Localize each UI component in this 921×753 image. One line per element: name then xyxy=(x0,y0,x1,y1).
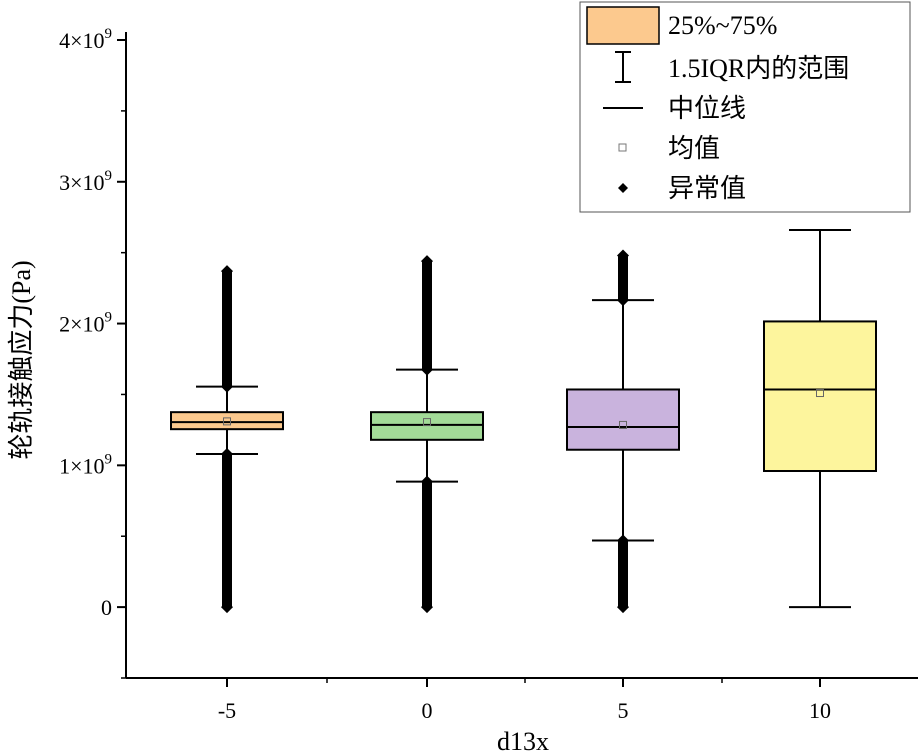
y-axis-title: 轮轨接触应力(Pa) xyxy=(7,260,36,459)
legend-label-iqr-box: 25%~75% xyxy=(668,11,777,40)
legend-mean-symbol xyxy=(618,143,627,152)
legend-label-mean: 均值 xyxy=(668,134,720,163)
iqr-box-10 xyxy=(763,320,877,473)
outlier-end-high-top-5 xyxy=(617,249,629,262)
mean-marker--5 xyxy=(223,417,231,426)
mean-marker-10 xyxy=(816,389,824,398)
x-tick-label-3: 10 xyxy=(809,698,831,723)
y-tick-label-3: 3×109 xyxy=(59,168,112,195)
outlier-end-high-top-0 xyxy=(421,255,433,268)
x-tick-label-1: 0 xyxy=(422,698,433,723)
x-tick-label-2: 5 xyxy=(618,698,629,723)
boxes-layer xyxy=(170,228,877,614)
y-tick-label-1: 1×109 xyxy=(59,451,112,478)
box-group--5 xyxy=(170,265,284,614)
legend-label-whisker: 1.5IQR内的范围 xyxy=(668,54,849,83)
y-tick-label-0: 0 xyxy=(101,595,112,620)
legend-swatch-box xyxy=(586,6,660,45)
mean-marker-0 xyxy=(423,418,431,427)
legend: 25%~75% 1.5IQR内的范围 中位线 均值 异常值 xyxy=(579,1,911,213)
axes-layer: 0 1×109 2×109 3×109 4×109 -5 0 5 10 xyxy=(59,26,918,723)
outlier-end-low-bottom-0 xyxy=(421,601,433,614)
iqr-box-5 xyxy=(566,388,680,451)
x-tick-label-0: -5 xyxy=(218,698,236,723)
legend-label-outlier: 异常值 xyxy=(668,174,746,203)
y-tick-label-4: 4×109 xyxy=(59,26,112,53)
x-axis-title: d13x xyxy=(497,727,549,753)
box-group-5 xyxy=(566,249,680,614)
legend-label-median: 中位线 xyxy=(668,94,746,123)
y-tick-label-2: 2×109 xyxy=(59,310,112,337)
mean-marker-5 xyxy=(619,420,627,429)
outlier-end-low-bottom-5 xyxy=(617,601,629,614)
box-group-0 xyxy=(370,255,484,614)
outlier-end-low-bottom--5 xyxy=(221,601,233,614)
legend-outlier-symbol xyxy=(618,183,628,193)
outlier-column-high-5 xyxy=(618,255,628,301)
outlier-column-high--5 xyxy=(222,271,232,387)
outlier-column-low-0 xyxy=(422,481,432,608)
outlier-column-low-5 xyxy=(618,540,628,608)
outlier-end-high-top--5 xyxy=(221,265,233,278)
legend-whisker-symbol xyxy=(615,51,631,83)
iqr-box--5 xyxy=(170,411,284,431)
box-group-10 xyxy=(763,228,877,609)
outlier-column-low--5 xyxy=(222,453,232,608)
outlier-column-high-0 xyxy=(422,261,432,370)
